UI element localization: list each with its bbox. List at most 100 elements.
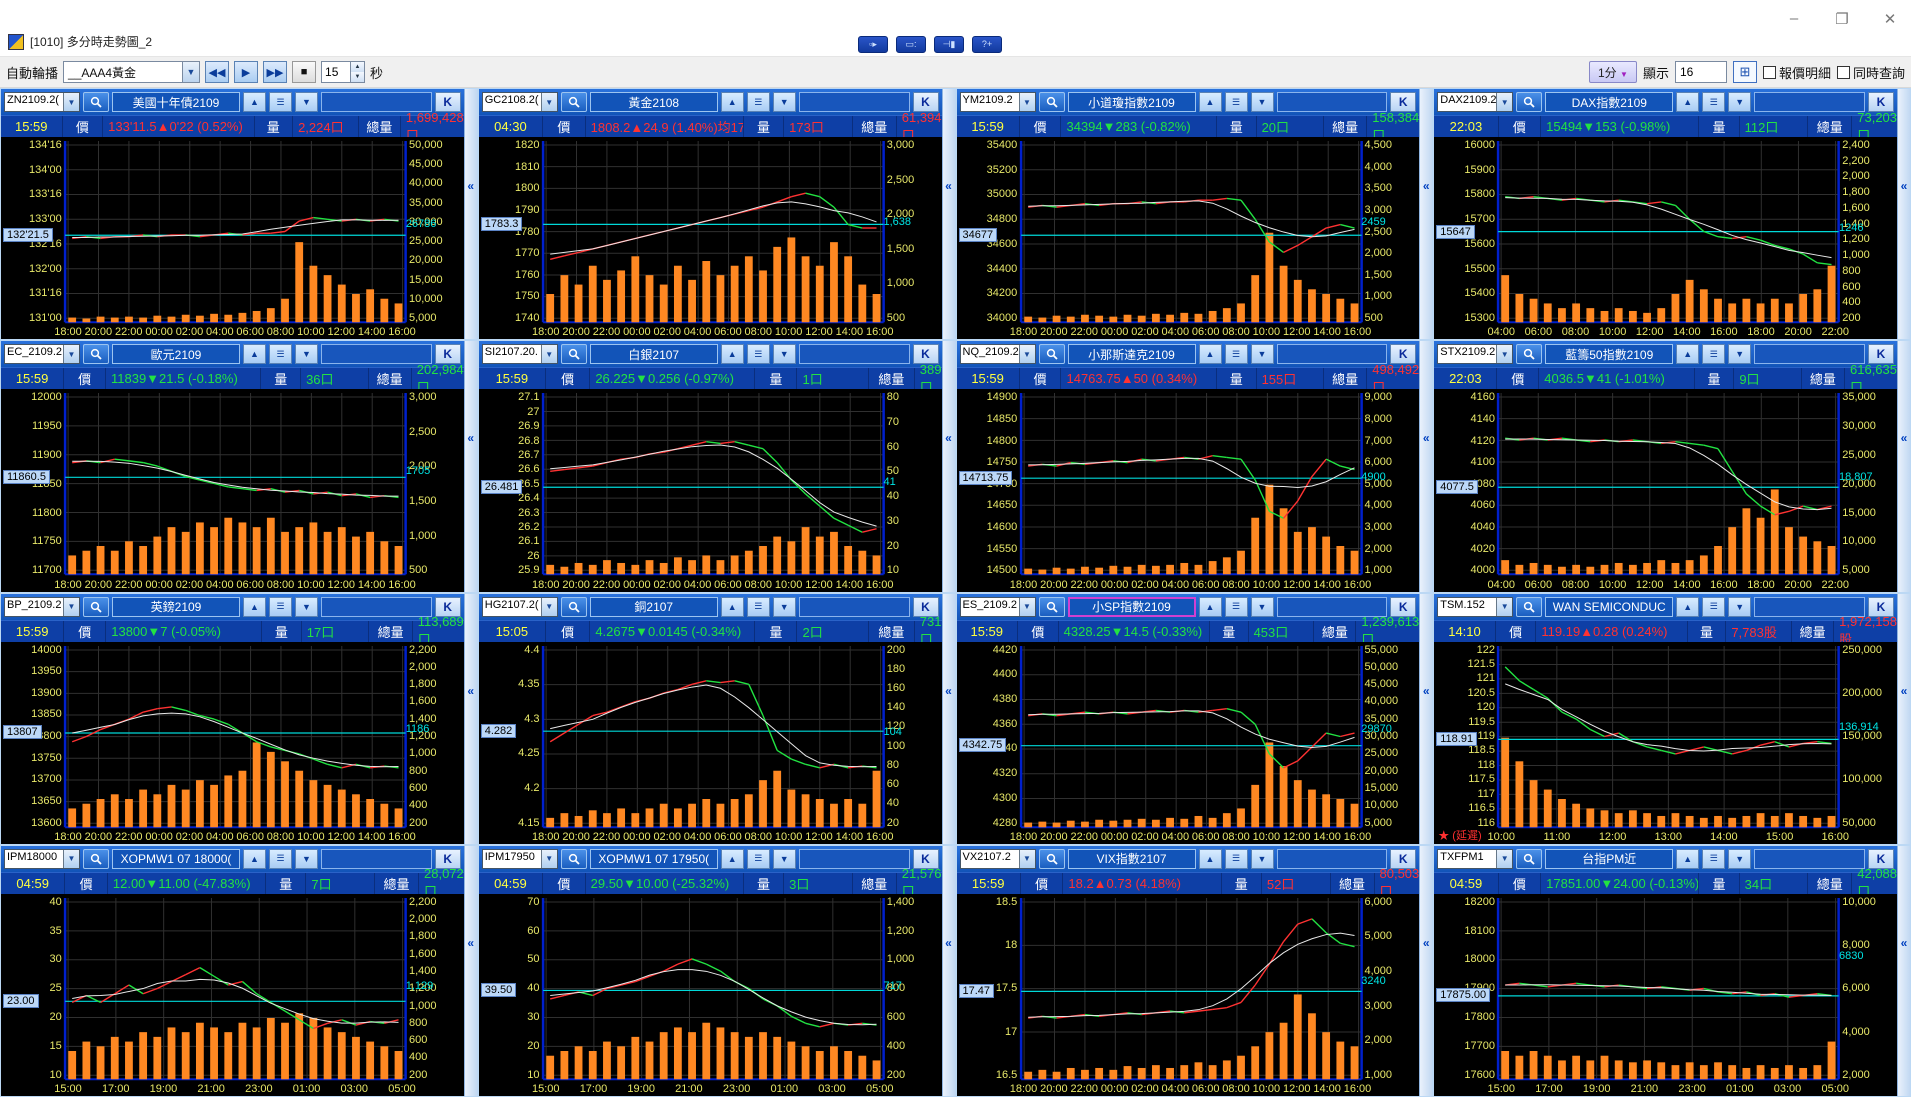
k-chart-button[interactable]: K [912,596,939,617]
list-button[interactable]: ☰ [269,848,292,869]
spinner-up-icon[interactable]: ▲ [351,62,365,72]
chevron-down-icon[interactable]: ▼ [63,849,79,868]
symbol-input[interactable] [1276,92,1388,112]
list-button[interactable]: ☰ [746,92,770,112]
up-button[interactable]: ▲ [1198,92,1222,112]
collapse-icon[interactable]: « [1422,179,1430,194]
symbol-select[interactable]: STX2109.2 ▼ [1437,344,1514,365]
list-button[interactable]: ☰ [746,596,770,617]
symbol-input[interactable] [321,92,432,112]
symbol-input[interactable] [798,344,910,365]
search-button[interactable] [560,344,587,365]
symbol-input[interactable] [321,848,432,869]
intraday-chart[interactable]: 16000 15900 15800 15700 15600 15500 15400 15300… [1434,137,1897,340]
up-button[interactable]: ▲ [1198,596,1222,617]
symbol-select[interactable]: IPM17950 ▼ [481,848,558,869]
symbol-input[interactable] [798,92,910,112]
collapse-icon[interactable]: « [945,935,952,950]
list-button[interactable]: ☰ [1702,344,1726,365]
intraday-chart[interactable]: 1490014850148001475014700146501460014550… [956,389,1420,592]
search-button[interactable] [560,92,587,112]
intraday-chart[interactable]: 70 60 50 40 30 20 10 1,400 1,200 1,000 800 600 400 20… [478,893,942,1096]
up-button[interactable]: ▲ [1676,848,1700,869]
k-chart-button[interactable]: K [434,596,461,617]
symbol-select[interactable]: TSM.152 ▼ [1437,596,1514,617]
down-button[interactable]: ▼ [1250,344,1274,365]
k-chart-button[interactable]: K [1390,344,1417,365]
down-button[interactable]: ▼ [1250,848,1274,869]
grid-icon[interactable]: ⊞ [1732,61,1757,83]
up-button[interactable]: ▲ [1198,848,1222,869]
spinner-down-icon[interactable]: ▼ [351,72,365,82]
search-button[interactable] [83,92,109,112]
layout-button-3[interactable]: ⊣▮ [934,36,964,53]
up-button[interactable]: ▲ [243,596,266,617]
symbol-input[interactable] [1276,848,1388,869]
up-button[interactable]: ▲ [720,596,744,617]
chevron-down-icon[interactable]: ▼ [1496,597,1513,616]
display-count-input[interactable] [1674,61,1727,83]
search-button[interactable] [83,848,109,869]
chevron-down-icon[interactable]: ▼ [540,597,557,616]
collapse-icon[interactable]: « [1900,179,1908,194]
down-button[interactable]: ▼ [1728,848,1752,869]
chevron-down-icon[interactable]: ▼ [1496,849,1513,868]
up-button[interactable]: ▲ [720,344,744,365]
k-chart-button[interactable]: K [912,92,939,112]
search-button[interactable] [560,848,587,869]
search-button[interactable] [1516,92,1543,112]
search-button[interactable] [1038,92,1065,112]
chevron-down-icon[interactable]: ▼ [540,93,557,111]
chevron-down-icon[interactable]: ▼ [63,597,79,616]
chevron-down-icon[interactable]: ▼ [540,345,557,364]
k-chart-button[interactable]: K [434,848,461,869]
timeframe-button[interactable]: 1分 ▼ [1589,61,1637,83]
intraday-chart[interactable]: 4.4 4.35 4.3 4.25 4.2 4.15 200 180 160 140 120 100 8… [478,641,942,844]
down-button[interactable]: ▼ [1728,344,1752,365]
chevron-down-icon[interactable]: ▼ [63,93,79,111]
up-button[interactable]: ▲ [720,92,744,112]
chevron-down-icon[interactable]: ▼ [63,345,79,364]
interval-input[interactable] [322,62,351,82]
collapse-icon[interactable]: « [945,683,952,698]
search-button[interactable] [1038,596,1065,617]
chevron-down-icon[interactable]: ▼ [540,849,557,868]
list-button[interactable]: ☰ [1224,596,1248,617]
collapse-icon[interactable]: « [1422,935,1430,950]
k-chart-button[interactable]: K [1868,92,1894,112]
list-button[interactable]: ☰ [269,344,292,365]
chevron-down-icon[interactable]: ▼ [1496,345,1513,364]
list-button[interactable]: ☰ [1702,92,1726,112]
k-chart-button[interactable]: K [434,344,461,365]
maximize-icon[interactable]: ❐ [1835,11,1849,28]
search-button[interactable] [1038,344,1065,365]
up-button[interactable]: ▲ [243,92,266,112]
interval-stepper[interactable]: ▲▼ [321,61,366,83]
down-button[interactable]: ▼ [295,92,318,112]
list-button[interactable]: ☰ [1224,92,1248,112]
simul-query-checkbox[interactable]: 同時查詢 [1836,63,1905,82]
symbol-input[interactable] [798,596,910,617]
symbol-select[interactable]: TXFPM1 ▼ [1437,848,1514,869]
down-button[interactable]: ▼ [772,596,796,617]
down-button[interactable]: ▼ [1250,92,1274,112]
up-button[interactable]: ▲ [243,848,266,869]
intraday-chart[interactable]: 122 121.5 121 120.5 120 119.5 119 118.5 118 117.5… [1434,641,1897,844]
down-button[interactable]: ▼ [772,848,796,869]
up-button[interactable]: ▲ [720,848,744,869]
down-button[interactable]: ▼ [1250,596,1274,617]
k-chart-button[interactable]: K [912,344,939,365]
collapse-icon[interactable]: « [1900,683,1908,698]
k-chart-button[interactable]: K [434,92,461,112]
collapse-icon[interactable]: « [467,683,475,698]
symbol-select[interactable]: HG2107.2( ▼ [481,596,558,617]
symbol-input[interactable] [1754,344,1865,365]
list-button[interactable]: ☰ [269,92,292,112]
collapse-icon[interactable]: « [1422,431,1430,446]
k-chart-button[interactable]: K [1868,596,1894,617]
symbol-input[interactable] [1754,848,1865,869]
symbol-input[interactable] [321,344,432,365]
symbol-input[interactable] [1754,596,1865,617]
chevron-down-icon[interactable]: ▼ [1018,849,1035,868]
intraday-chart[interactable]: 1820018100180001790017800177001760010,00… [1434,893,1897,1096]
